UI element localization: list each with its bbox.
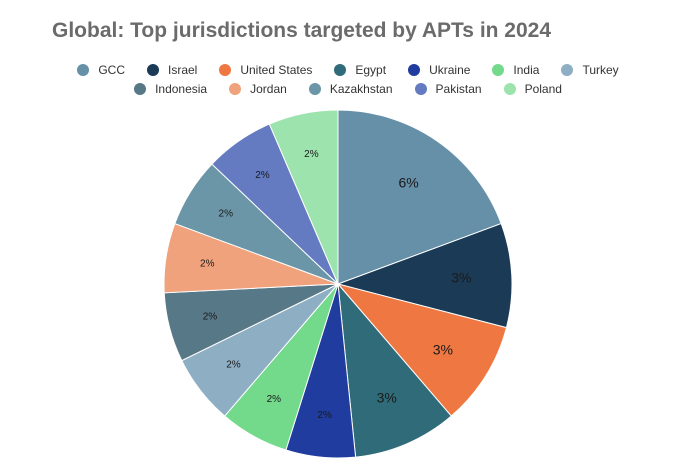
slice-data-label: 2% — [203, 312, 218, 323]
slice-data-label: 3% — [433, 341, 453, 357]
pie-slice[interactable] — [336, 222, 513, 329]
slice-data-label: 3% — [451, 270, 471, 286]
pie-slice[interactable] — [336, 283, 508, 417]
chart-legend: GCC Israel United States Egypt Ukraine India T… — [0, 60, 696, 98]
legend-label: Poland — [524, 81, 562, 96]
slice-data-label: 3% — [377, 390, 397, 406]
legend-item[interactable]: Kazakhstan — [308, 81, 393, 96]
legend-label: United States — [240, 62, 313, 77]
legend-item[interactable]: Egypt — [334, 63, 386, 77]
legend-label: GCC — [98, 62, 125, 77]
legend-item[interactable]: India — [492, 63, 539, 77]
legend-label: Turkey — [582, 62, 619, 77]
legend-item[interactable]: Israel — [146, 62, 198, 77]
legend-swatch — [134, 82, 147, 95]
pie-slice[interactable] — [337, 282, 453, 458]
legend-label: Jordan — [250, 81, 287, 96]
slice-data-label: 2% — [317, 410, 332, 421]
pie-slice[interactable] — [337, 109, 502, 285]
legend-item[interactable]: Turkey — [561, 62, 619, 77]
legend-swatch — [219, 63, 232, 76]
chart-title: Global: Top jurisdictions targeted by AP… — [52, 19, 552, 42]
legend-swatch — [503, 82, 516, 95]
legend-swatch — [146, 63, 159, 76]
legend-item[interactable]: Ukraine — [408, 63, 470, 77]
legend-swatch — [229, 82, 242, 95]
legend-label: Egypt — [355, 62, 387, 77]
legend-label: Ukraine — [429, 62, 471, 77]
legend-item[interactable]: GCC — [77, 63, 125, 77]
legend-swatch — [77, 63, 90, 76]
legend-item[interactable]: Jordan — [229, 82, 287, 96]
legend-swatch — [492, 63, 505, 76]
legend-swatch — [334, 63, 347, 76]
legend-label: Kazakhstan — [329, 81, 393, 96]
legend-label: Indonesia — [155, 81, 208, 96]
slice-data-label: 2% — [200, 258, 215, 269]
legend-item[interactable]: Poland — [503, 81, 562, 96]
legend-row: GCC Israel United States Egypt Ukraine India T… — [0, 60, 696, 79]
legend-swatch — [414, 82, 427, 95]
legend-label: Pakistan — [435, 81, 482, 96]
pie-slice[interactable] — [268, 109, 339, 285]
legend-swatch — [308, 82, 321, 95]
slice-data-label: 2% — [226, 359, 241, 370]
slice-data-label: 2% — [219, 209, 234, 220]
legend-item[interactable]: Pakistan — [414, 81, 482, 96]
legend-swatch — [561, 63, 574, 76]
legend-label: Israel — [167, 62, 198, 77]
slice-data-label: 6% — [398, 175, 418, 191]
legend-item[interactable]: Indonesia — [134, 82, 207, 96]
slice-data-label: 2% — [255, 170, 270, 181]
legend-row: Indonesia Jordan Kazakhstan Pakistan Poland — [0, 79, 696, 98]
legend-swatch — [408, 63, 421, 76]
slice-data-label: 2% — [267, 394, 282, 405]
legend-item[interactable]: United States — [219, 63, 312, 77]
slice-data-label: 2% — [304, 149, 319, 160]
legend-label: India — [513, 62, 540, 77]
